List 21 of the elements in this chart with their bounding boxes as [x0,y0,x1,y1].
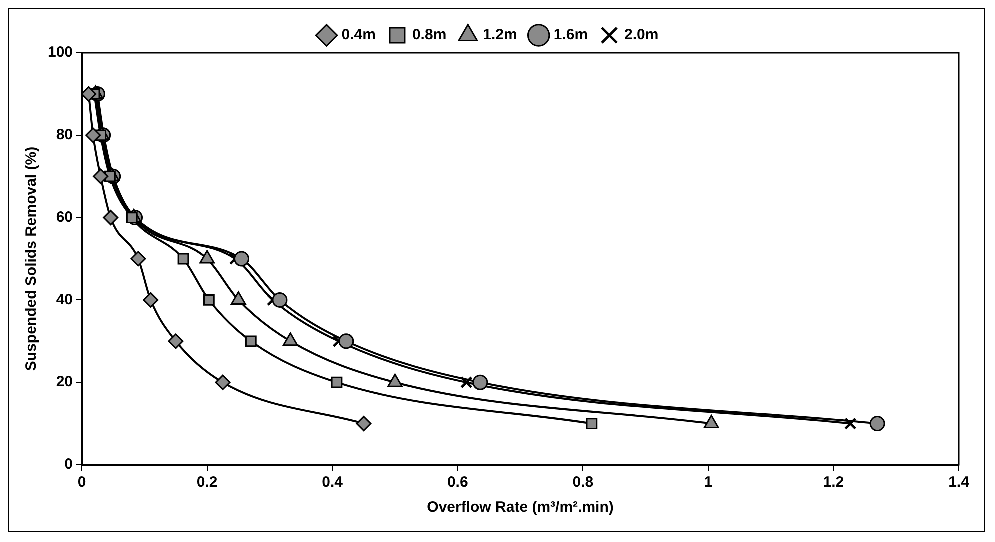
legend-label: 1.2m [483,26,518,44]
x-tick-label: 0.8 [572,474,594,492]
legend-label: 0.4m [342,26,376,44]
y-axis-title: Suspended Solids Removal (%) [23,146,40,372]
x-tick-label: 1.4 [948,474,970,492]
x-tick-label: 0.2 [196,474,218,492]
x-axis-title: Overflow Rate (m³/m².min) [427,499,614,516]
y-tick-label: 80 [56,126,74,144]
y-tick-label: 20 [56,374,74,391]
legend-label: 0.8m [412,26,447,44]
x-tick-label: 0 [78,474,86,492]
x-tick-label: 0.6 [447,474,468,492]
y-tick-label: 60 [56,208,74,226]
legend-label: 2.0m [624,26,659,44]
legend-label: 1.6m [554,26,588,44]
y-tick-label: 0 [64,456,74,474]
x-tick-label: 1.2 [823,474,844,492]
x-tick-label: 1 [704,474,713,492]
y-tick-label: 40 [56,291,74,308]
x-tick-label: 0.4 [322,474,344,492]
y-tick-label: 100 [48,44,74,62]
